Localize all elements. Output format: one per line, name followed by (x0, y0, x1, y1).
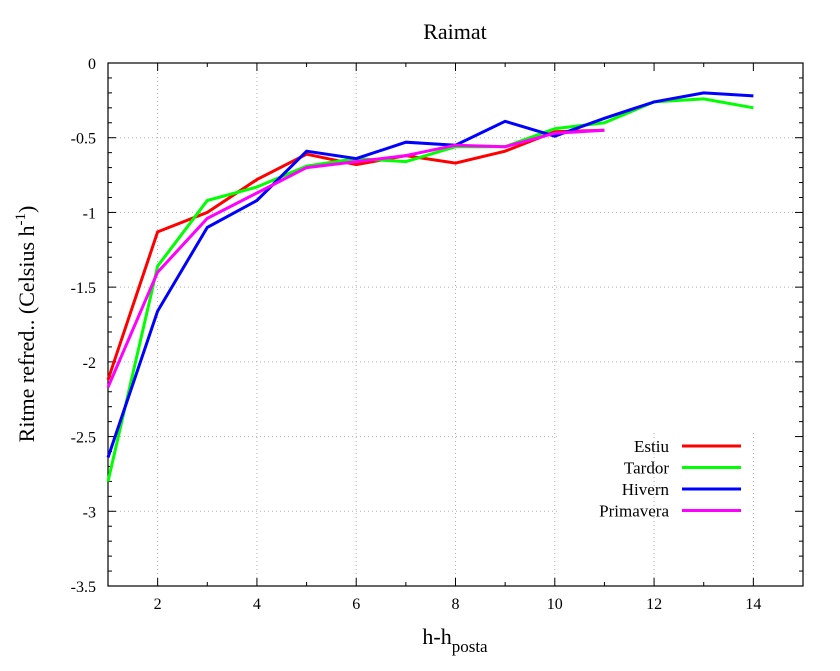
legend-label-primavera: Primavera (599, 502, 669, 521)
series-lines (106, 91, 754, 482)
y-axis-label-superscript: -1 (13, 213, 29, 226)
series-line-hivern (106, 91, 754, 458)
y-tick-label: -1 (83, 205, 96, 222)
legend-label-estiu: Estiu (634, 437, 669, 456)
y-tick-label: -0.5 (71, 131, 96, 148)
y-tick-label: 0 (88, 56, 96, 73)
x-tick-label: 14 (745, 596, 761, 613)
x-tick-label: 2 (154, 596, 162, 613)
x-tick-label: 12 (646, 596, 662, 613)
series-line-tardor (106, 97, 754, 482)
series-line-primavera (106, 128, 605, 388)
y-tick-label: -1.5 (71, 280, 96, 297)
legend: Estiu Tardor Hivern Primavera (599, 437, 741, 521)
legend-label-hivern: Hivern (622, 480, 670, 499)
x-axis-label-main: h-h (422, 624, 451, 649)
x-tick-label: 10 (547, 596, 563, 613)
y-tick-label: -2 (83, 355, 96, 372)
x-axis-label-subscript: posta (452, 637, 488, 656)
grid (108, 63, 803, 586)
y-tick-label: -3.5 (71, 579, 96, 596)
y-axis-label-close: ) (14, 206, 39, 213)
x-tick-label: 8 (452, 596, 460, 613)
x-tick-label: 6 (352, 596, 360, 613)
chart-title: Raimat (423, 19, 487, 44)
legend-label-tardor: Tardor (624, 459, 669, 478)
y-axis-label: Ritme refred.. (Celsius h-1) (13, 206, 39, 443)
axis-ticks: 2 4 6 8 10 12 14 0 -0.5 -1 -1.5 -2 -2.5 -3 -3.5 (71, 56, 804, 613)
x-axis-label: h-hposta (422, 624, 488, 656)
y-tick-label: -2.5 (71, 430, 96, 447)
y-tick-label: -3 (83, 504, 96, 521)
x-tick-label: 4 (253, 596, 261, 613)
y-axis-label-main: Ritme refred.. (Celsius h (14, 225, 39, 442)
series-line-estiu (106, 128, 605, 381)
